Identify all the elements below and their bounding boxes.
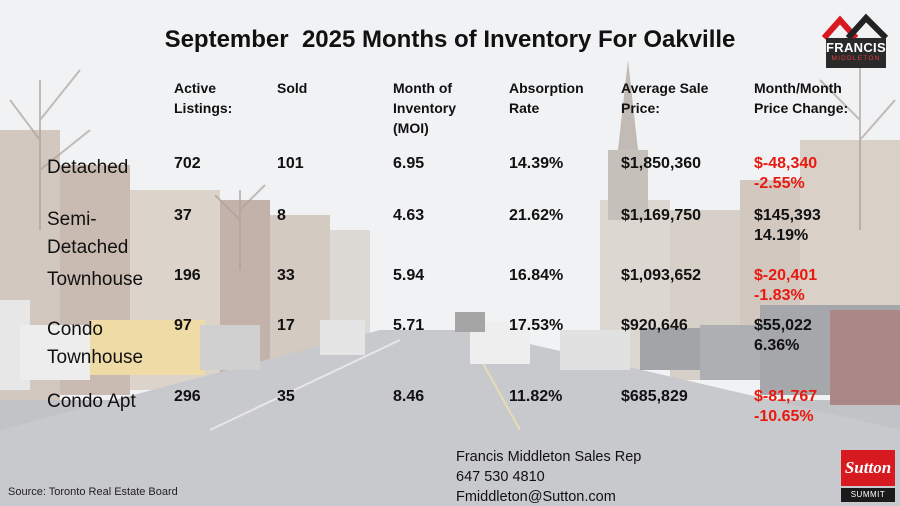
cell-sold: 33	[277, 267, 295, 284]
cell-absorption: 21.62%	[509, 207, 564, 224]
cell-avg-price: $920,646	[621, 317, 688, 334]
cell-moi: 4.63	[393, 207, 425, 224]
source-note: Source: Toronto Real Estate Board	[8, 486, 178, 498]
header-absorption-rate: Absorption Rate	[509, 80, 584, 116]
cell-sold: 17	[277, 317, 295, 334]
logo-text-box: FRANCIS MIDDLETON	[826, 38, 886, 68]
cell-active: 702	[174, 155, 201, 172]
cell-absorption: 16.84%	[509, 267, 564, 284]
cell-avg-price: $1,169,750	[621, 207, 702, 224]
sutton-logo: Sutton SUMMIT	[841, 450, 895, 502]
cell-active: 37	[174, 207, 192, 224]
cell-absorption: 11.82%	[509, 388, 563, 405]
cell-moi: 5.71	[393, 317, 425, 334]
cell-mom-change: $145,393 14.19%	[754, 207, 821, 244]
cell-avg-price: $1,093,652	[621, 267, 702, 284]
sutton-logo-name: Sutton	[841, 450, 895, 486]
cell-absorption: 17.53%	[509, 317, 564, 334]
header-month-price-change: Month/Month Price Change:	[754, 80, 849, 116]
cell-moi: 8.46	[393, 388, 425, 405]
row-label-detached: Detached	[47, 157, 129, 178]
logo-line1: FRANCIS	[826, 40, 886, 55]
cell-mom-change: $55,022 6.36%	[754, 317, 812, 354]
cell-active: 196	[174, 267, 201, 284]
header-active-listings: Active Listings:	[174, 80, 233, 116]
row-label-condo-townhouse: Condo Townhouse	[47, 319, 144, 368]
cell-active: 97	[174, 317, 192, 334]
row-label-semi-detached: Semi- Detached	[47, 209, 129, 258]
header-average-sale-price: Average Sale Price:	[621, 80, 709, 116]
contact-phone[interactable]: 647 530 4810	[456, 469, 545, 485]
cell-sold: 8	[277, 207, 286, 224]
cell-mom-change: $-81,767 -10.65%	[754, 388, 818, 425]
cell-avg-price: $1,850,360	[621, 155, 702, 172]
cell-moi: 6.95	[393, 155, 425, 172]
cell-mom-change: $-20,401 -1.83%	[754, 267, 818, 304]
logo-line2: MIDDLETON	[831, 55, 881, 62]
cell-absorption: 14.39%	[509, 155, 564, 172]
cell-sold: 35	[277, 388, 295, 405]
row-label-townhouse: Townhouse	[47, 269, 144, 290]
sutton-logo-sub: SUMMIT	[841, 488, 895, 502]
row-label-condo-apt: Condo Apt	[47, 391, 136, 412]
cell-sold: 101	[277, 155, 304, 172]
francis-middleton-logo: FRANCIS MIDDLETON	[822, 12, 892, 72]
page-title: September 2025 Months of Inventory For O…	[164, 26, 736, 53]
cell-active: 296	[174, 388, 201, 405]
header-sold: Sold	[277, 80, 308, 96]
cell-mom-change: $-48,340 -2.55%	[754, 155, 818, 192]
contact-email[interactable]: Fmiddleton@Sutton.com	[456, 489, 616, 505]
contact-name: Francis Middleton Sales Rep	[456, 449, 642, 465]
roof-icon	[822, 13, 889, 40]
header-moi: Month of Inventory (MOI)	[393, 80, 457, 136]
cell-moi: 5.94	[393, 267, 425, 284]
contact-block: Francis Middleton Sales Rep 647 530 4810…	[456, 447, 641, 506]
cell-avg-price: $685,829	[621, 388, 688, 405]
